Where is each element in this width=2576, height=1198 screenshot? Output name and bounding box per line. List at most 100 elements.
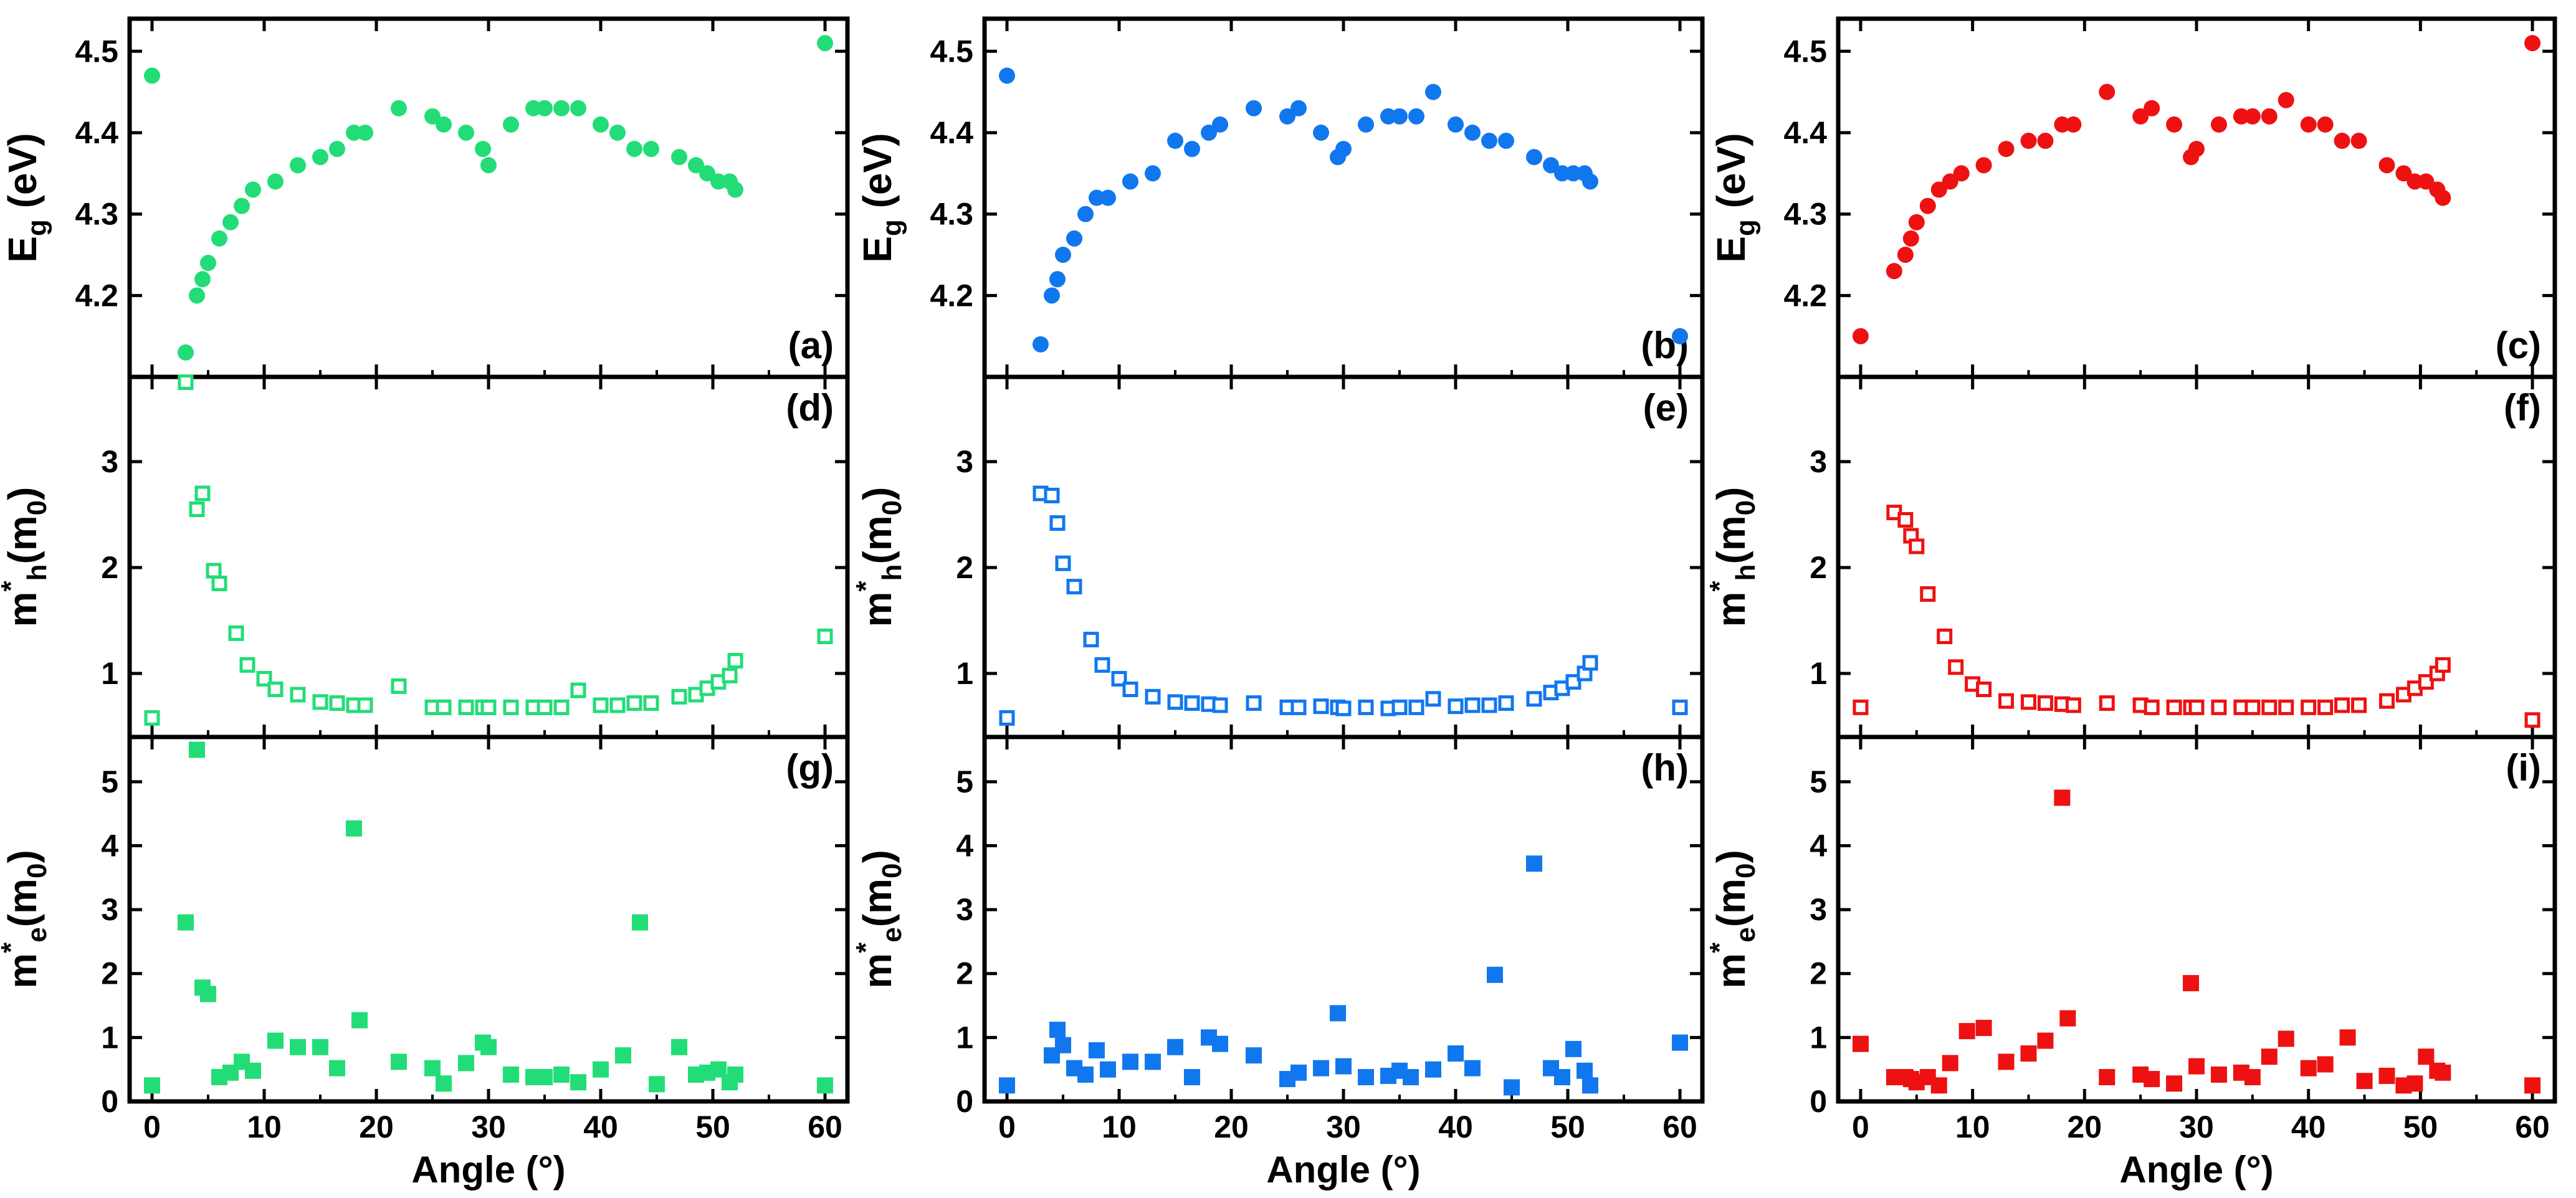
data-point [2300,1060,2317,1077]
data-point [2244,108,2261,125]
data-point [1582,655,1598,671]
data-point [1942,173,1958,190]
data-point [727,1066,743,1083]
data-point [222,214,239,231]
plot-frame [1836,734,2557,1104]
data-point [211,230,227,247]
y-tick-label: 5 [1810,764,1827,799]
data-point [178,374,194,390]
data-point [1425,83,1441,100]
y-tick-label: 4 [1810,828,1827,863]
data-point [2418,674,2434,690]
y-tick-label: 5 [101,764,118,799]
data-point [2334,697,2350,713]
data-point [2244,1069,2261,1085]
data-point [1066,579,1082,595]
data-point [329,1060,345,1077]
data-point [710,173,727,190]
data-point [1942,1055,1958,1072]
data-point [245,1062,261,1079]
data-point [1526,149,1542,166]
y-tick-label: 2 [101,956,118,991]
data-point [1145,165,1161,182]
data-point [570,682,586,698]
data-point [1145,688,1161,705]
data-point [2188,1058,2205,1075]
data-point [1953,165,1970,182]
data-point [649,1076,665,1093]
data-point [1498,133,1514,150]
data-point [722,667,738,683]
data-point [1184,1069,1200,1085]
data-point [144,1077,160,1094]
data-point [2065,697,2081,713]
data-point [699,165,715,182]
data-point [391,1053,407,1070]
panel-c: 4.2 4.3 4.4 4.5 Eg (eV) (c) [1709,16,2557,379]
data-point [144,710,160,726]
plot-frame [127,16,850,379]
data-point [1033,336,1049,353]
data-point [632,914,648,931]
data-point [817,1077,833,1094]
data-point [1358,1069,1374,1085]
x-tick-label: 50 [2403,1110,2438,1144]
data-point [1335,1058,1352,1075]
y-tick-label: 0 [101,1084,118,1119]
data-point [2317,699,2334,715]
y-tick-label: 4.4 [75,115,118,150]
data-point [1184,141,1200,158]
data-point [2188,141,2205,158]
data-point [1582,1077,1598,1094]
data-point [1290,1064,1307,1081]
data-point [346,820,362,837]
data-point [1212,697,1228,713]
data-point [436,116,452,133]
data-point [1998,1053,2015,1070]
data-point [351,1012,368,1029]
y-tick-label: 4 [956,828,973,863]
data-point [1853,699,1869,715]
data-point [2261,699,2278,715]
data-point [1246,695,1262,711]
data-point [458,124,474,141]
data-point [1948,659,1964,675]
data-point [2183,975,2200,992]
data-point [2166,116,2183,133]
data-point [480,1039,497,1055]
y-axis-label: m*e(m0) [851,850,907,989]
data-point [2059,1010,2076,1027]
data-point [256,671,272,687]
data-point [1290,699,1307,715]
data-point [200,255,216,272]
x-tick-label: 10 [1102,1110,1137,1144]
y-tick-label: 4.5 [75,34,118,69]
y-tick-label: 2 [956,550,973,585]
y-tick-label: 3 [1810,892,1827,927]
data-point [2144,1071,2160,1088]
x-tick-label: 40 [1438,1110,1473,1144]
data-point [245,181,261,198]
data-point [290,157,306,174]
data-point [1246,1047,1262,1064]
y-tick-label: 2 [101,550,118,585]
data-point [1111,671,1127,687]
data-point [1425,1061,1441,1078]
data-point [593,116,609,133]
data-point [2317,1056,2334,1073]
data-point [2350,133,2367,150]
data-point [189,741,205,758]
panel-label: (i) [2506,747,2541,789]
data-point [1897,246,1914,263]
data-point [999,1077,1015,1094]
data-point [194,485,211,502]
data-point [1049,1022,1066,1039]
data-point [2037,695,2053,711]
y-tick-label: 4.3 [75,197,118,232]
data-point [2099,695,2115,711]
data-point [1672,328,1688,345]
data-point [537,1069,553,1085]
y-axis-label: Eg (eV) [1709,133,1761,262]
data-point [1526,691,1542,707]
